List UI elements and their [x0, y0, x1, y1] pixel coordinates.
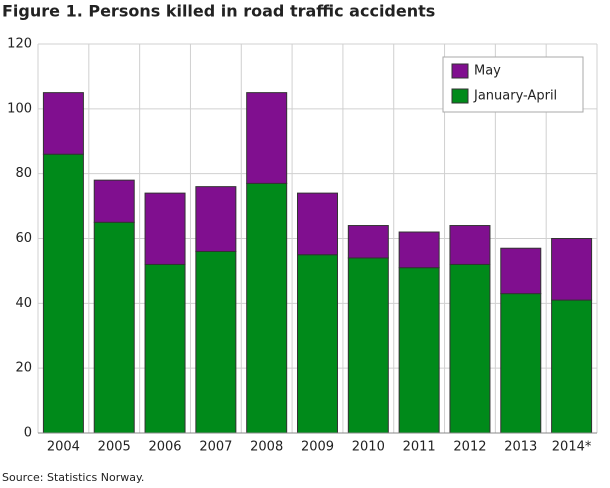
x-tick-label: 2011	[403, 440, 436, 455]
bar-segment	[551, 238, 593, 301]
x-tick-label: 2009	[301, 440, 334, 455]
bar-segment	[144, 192, 186, 265]
chart-title: Figure 1. Persons killed in road traffic…	[2, 2, 435, 21]
bar-segment	[449, 263, 491, 434]
y-tick-label: 60	[15, 231, 32, 246]
x-tick-label: 2004	[47, 440, 80, 455]
bar-segment	[398, 267, 440, 434]
y-tick-label: 120	[7, 37, 32, 52]
x-tick-label: 2012	[453, 440, 486, 455]
x-tick-label: 2014*	[552, 440, 592, 455]
y-tick-label: 40	[15, 296, 32, 311]
x-tick-label: 2008	[250, 440, 283, 455]
bar-segment	[246, 182, 288, 434]
bar-segment	[347, 225, 389, 259]
bar-segment	[42, 92, 84, 155]
y-tick-label: 0	[24, 426, 32, 441]
bar-segment	[195, 250, 237, 434]
legend-label: January-April	[473, 89, 557, 104]
y-tick-label: 20	[15, 361, 32, 376]
x-tick-label: 2013	[504, 440, 537, 455]
bar-segment	[93, 221, 135, 434]
bar-segment	[398, 231, 440, 269]
legend-label: May	[474, 64, 501, 79]
bar-segment	[297, 254, 338, 434]
x-tick-label: 2005	[98, 440, 131, 455]
x-tick-label: 2010	[352, 440, 385, 455]
bar-segment	[144, 263, 186, 434]
legend-swatch	[451, 88, 469, 104]
bar-segment	[500, 293, 542, 434]
x-tick-label: 2006	[148, 440, 181, 455]
bar-segment	[347, 257, 389, 434]
bar-segment	[42, 153, 84, 434]
y-tick-label: 100	[7, 101, 32, 116]
source: Source: Statistics Norway.	[2, 471, 144, 484]
bar-segment	[449, 225, 491, 265]
legend-swatch	[451, 63, 469, 79]
bar-segment	[297, 192, 338, 256]
bar-segment	[93, 179, 135, 223]
y-tick-label: 80	[15, 166, 32, 181]
x-tick-label: 2007	[199, 440, 232, 455]
bar-segment	[195, 186, 237, 252]
bar-segment	[246, 92, 288, 184]
bar-segment	[551, 299, 593, 434]
bar-segment	[500, 247, 542, 295]
